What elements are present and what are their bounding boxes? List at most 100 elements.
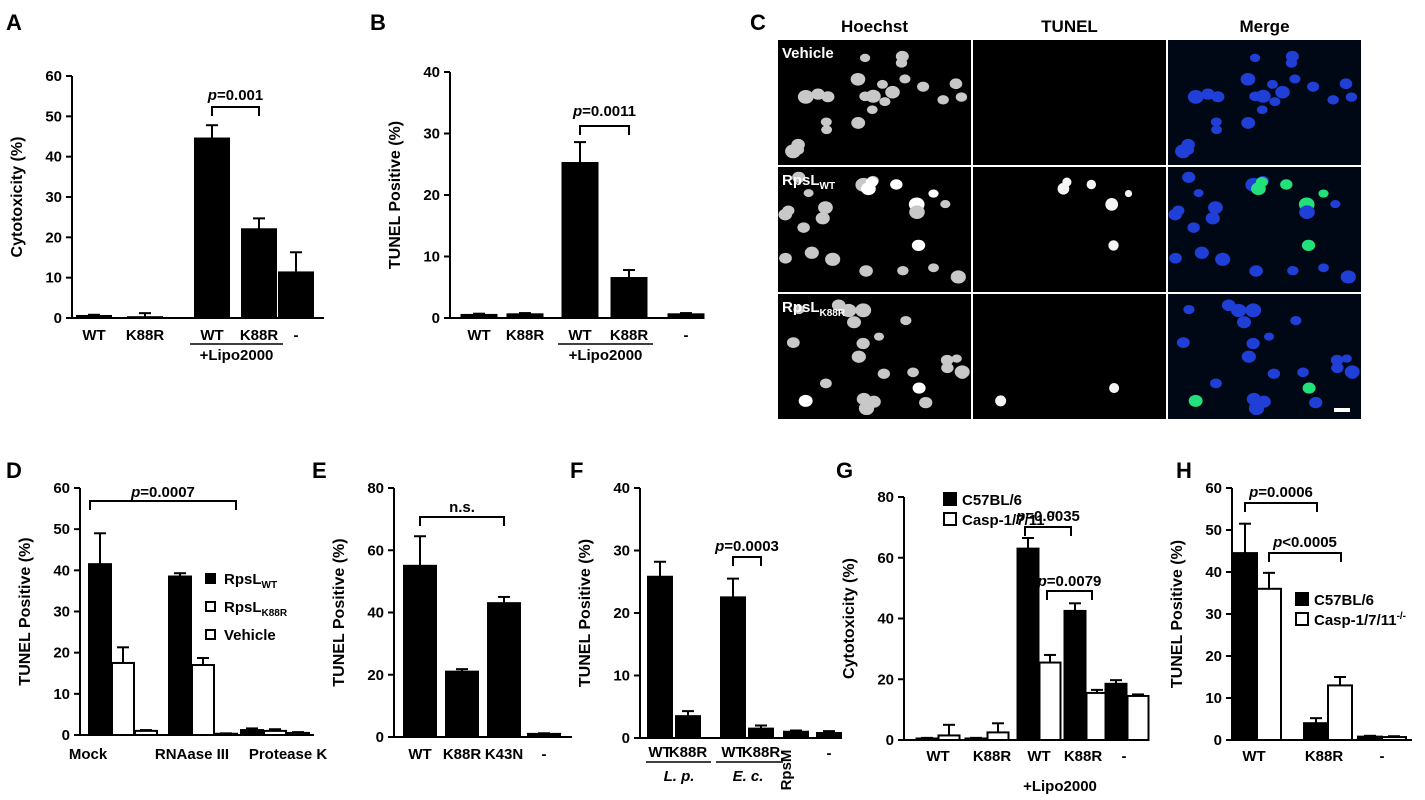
p-value: <0.0005 xyxy=(1282,534,1337,551)
significance-bracket xyxy=(89,500,237,510)
chart-A: 0 10 20 30 40 50 60 Cytotoxicity (%) WT K88R WT K88… xyxy=(9,68,324,364)
category-label: - xyxy=(684,327,689,344)
bar xyxy=(76,314,112,320)
tunel-signal xyxy=(1086,179,1097,190)
label-base: Vehicle xyxy=(224,627,276,644)
category-label: RpsM xyxy=(778,750,795,791)
nucleus xyxy=(820,117,832,127)
category-label: - xyxy=(542,746,547,763)
nucleus xyxy=(873,332,885,341)
bar-c57bl6 xyxy=(1016,547,1040,742)
p-value: =0.0006 xyxy=(1258,484,1313,501)
bar xyxy=(194,137,230,319)
nucleus xyxy=(877,368,891,379)
merged-nucleus xyxy=(1245,303,1262,318)
y-tick-label: 40 xyxy=(45,149,62,166)
label-base: RpsL xyxy=(224,599,262,616)
y-tick-label: 20 xyxy=(367,667,384,684)
y-tick-label: 20 xyxy=(877,671,894,688)
bar xyxy=(460,313,498,319)
bar-c57bl6 xyxy=(1063,609,1087,741)
tunel-signal xyxy=(995,395,1007,407)
merged-nucleus xyxy=(1256,105,1268,115)
y-tick-label: 20 xyxy=(45,229,62,246)
legend-swatch xyxy=(205,629,216,640)
nucleus xyxy=(797,222,810,233)
label-base: Vehicle xyxy=(782,45,834,62)
nucleus xyxy=(792,171,806,183)
y-tick-label: 50 xyxy=(45,108,62,125)
merged-nucleus xyxy=(1255,89,1271,103)
column-title: TUNEL xyxy=(1041,17,1098,36)
significance-label: n.s. xyxy=(449,499,475,516)
merged-nucleus xyxy=(1182,171,1196,183)
bar xyxy=(403,564,437,738)
category-label: K88R xyxy=(506,327,545,344)
merged-nucleus xyxy=(1330,200,1341,209)
y-tick-label: 10 xyxy=(423,249,440,266)
nucleus xyxy=(909,205,925,219)
bar xyxy=(278,271,314,320)
nucleus xyxy=(803,189,814,198)
y-axis-label: TUNEL Positive (%) xyxy=(1169,540,1186,688)
merged-nucleus xyxy=(1211,125,1223,135)
merged-nucleus xyxy=(1241,116,1256,129)
chart-B: 0 10 20 30 40 TUNEL Positive (%) WT K88R WT K88R -… xyxy=(387,64,705,364)
nucleus xyxy=(797,89,814,104)
merged-nucleus xyxy=(1208,201,1223,214)
nucleus xyxy=(879,97,891,107)
y-tick-label: 20 xyxy=(53,645,70,662)
bar-2 xyxy=(134,729,158,737)
category-label: WT xyxy=(926,748,949,765)
group-label: +Lipo2000 xyxy=(1023,778,1097,795)
category-label: WT xyxy=(408,746,431,763)
bar xyxy=(675,715,701,739)
bar xyxy=(647,575,673,739)
tunel-signal xyxy=(1109,383,1120,394)
row-label: Vehicle xyxy=(782,45,834,62)
bar xyxy=(241,228,277,319)
nucleus xyxy=(890,179,903,190)
nucleus xyxy=(779,252,792,264)
bar xyxy=(527,732,561,739)
bar xyxy=(610,277,648,319)
nucleus xyxy=(955,92,968,102)
p-value: =0.0011 xyxy=(582,103,636,120)
nucleus xyxy=(825,252,841,266)
label-base: C57BL/6 xyxy=(962,492,1022,509)
panel-label-G: G xyxy=(836,458,853,483)
merged-nucleus xyxy=(1269,97,1281,107)
y-tick-label: 80 xyxy=(367,480,384,497)
nucleus xyxy=(859,53,871,63)
nucleus xyxy=(895,58,908,68)
y-tick-label: 0 xyxy=(1214,732,1222,749)
bar-casp xyxy=(937,734,961,741)
nucleus xyxy=(919,396,933,409)
category-label: - xyxy=(1380,748,1385,765)
y-tick-label: 30 xyxy=(423,126,440,143)
merged-nucleus xyxy=(1215,252,1231,266)
merged-nucleus xyxy=(1287,265,1299,276)
category-label: WT xyxy=(1242,748,1265,765)
bar xyxy=(720,596,746,739)
merged-nucleus xyxy=(1209,378,1222,389)
category-label: K88R xyxy=(1305,748,1344,765)
bar-1 xyxy=(191,664,215,736)
y-axis-label: TUNEL Positive (%) xyxy=(387,121,404,269)
y-axis-label: Cytotoxicity (%) xyxy=(841,558,858,679)
nucleus xyxy=(859,265,873,277)
merged-nucleus xyxy=(1182,145,1195,155)
significance-label: p=0.0035 xyxy=(1015,508,1080,525)
column-title: Merge xyxy=(1239,17,1289,36)
merged-nucleus xyxy=(1307,81,1320,92)
legend-label: C57BL/6 xyxy=(1314,592,1374,609)
bar-2 xyxy=(286,731,310,736)
bar-casp xyxy=(1126,694,1150,741)
nucleus xyxy=(851,116,866,129)
micrograph-tunel xyxy=(973,167,1166,292)
merged-nucleus xyxy=(1345,92,1358,102)
panel-label-B: B xyxy=(370,10,386,35)
p-value: =0.0035 xyxy=(1025,508,1080,525)
chart-D: 0 10 20 30 40 50 60 TUNEL Positive (%) Mock RNAas… xyxy=(17,480,327,763)
